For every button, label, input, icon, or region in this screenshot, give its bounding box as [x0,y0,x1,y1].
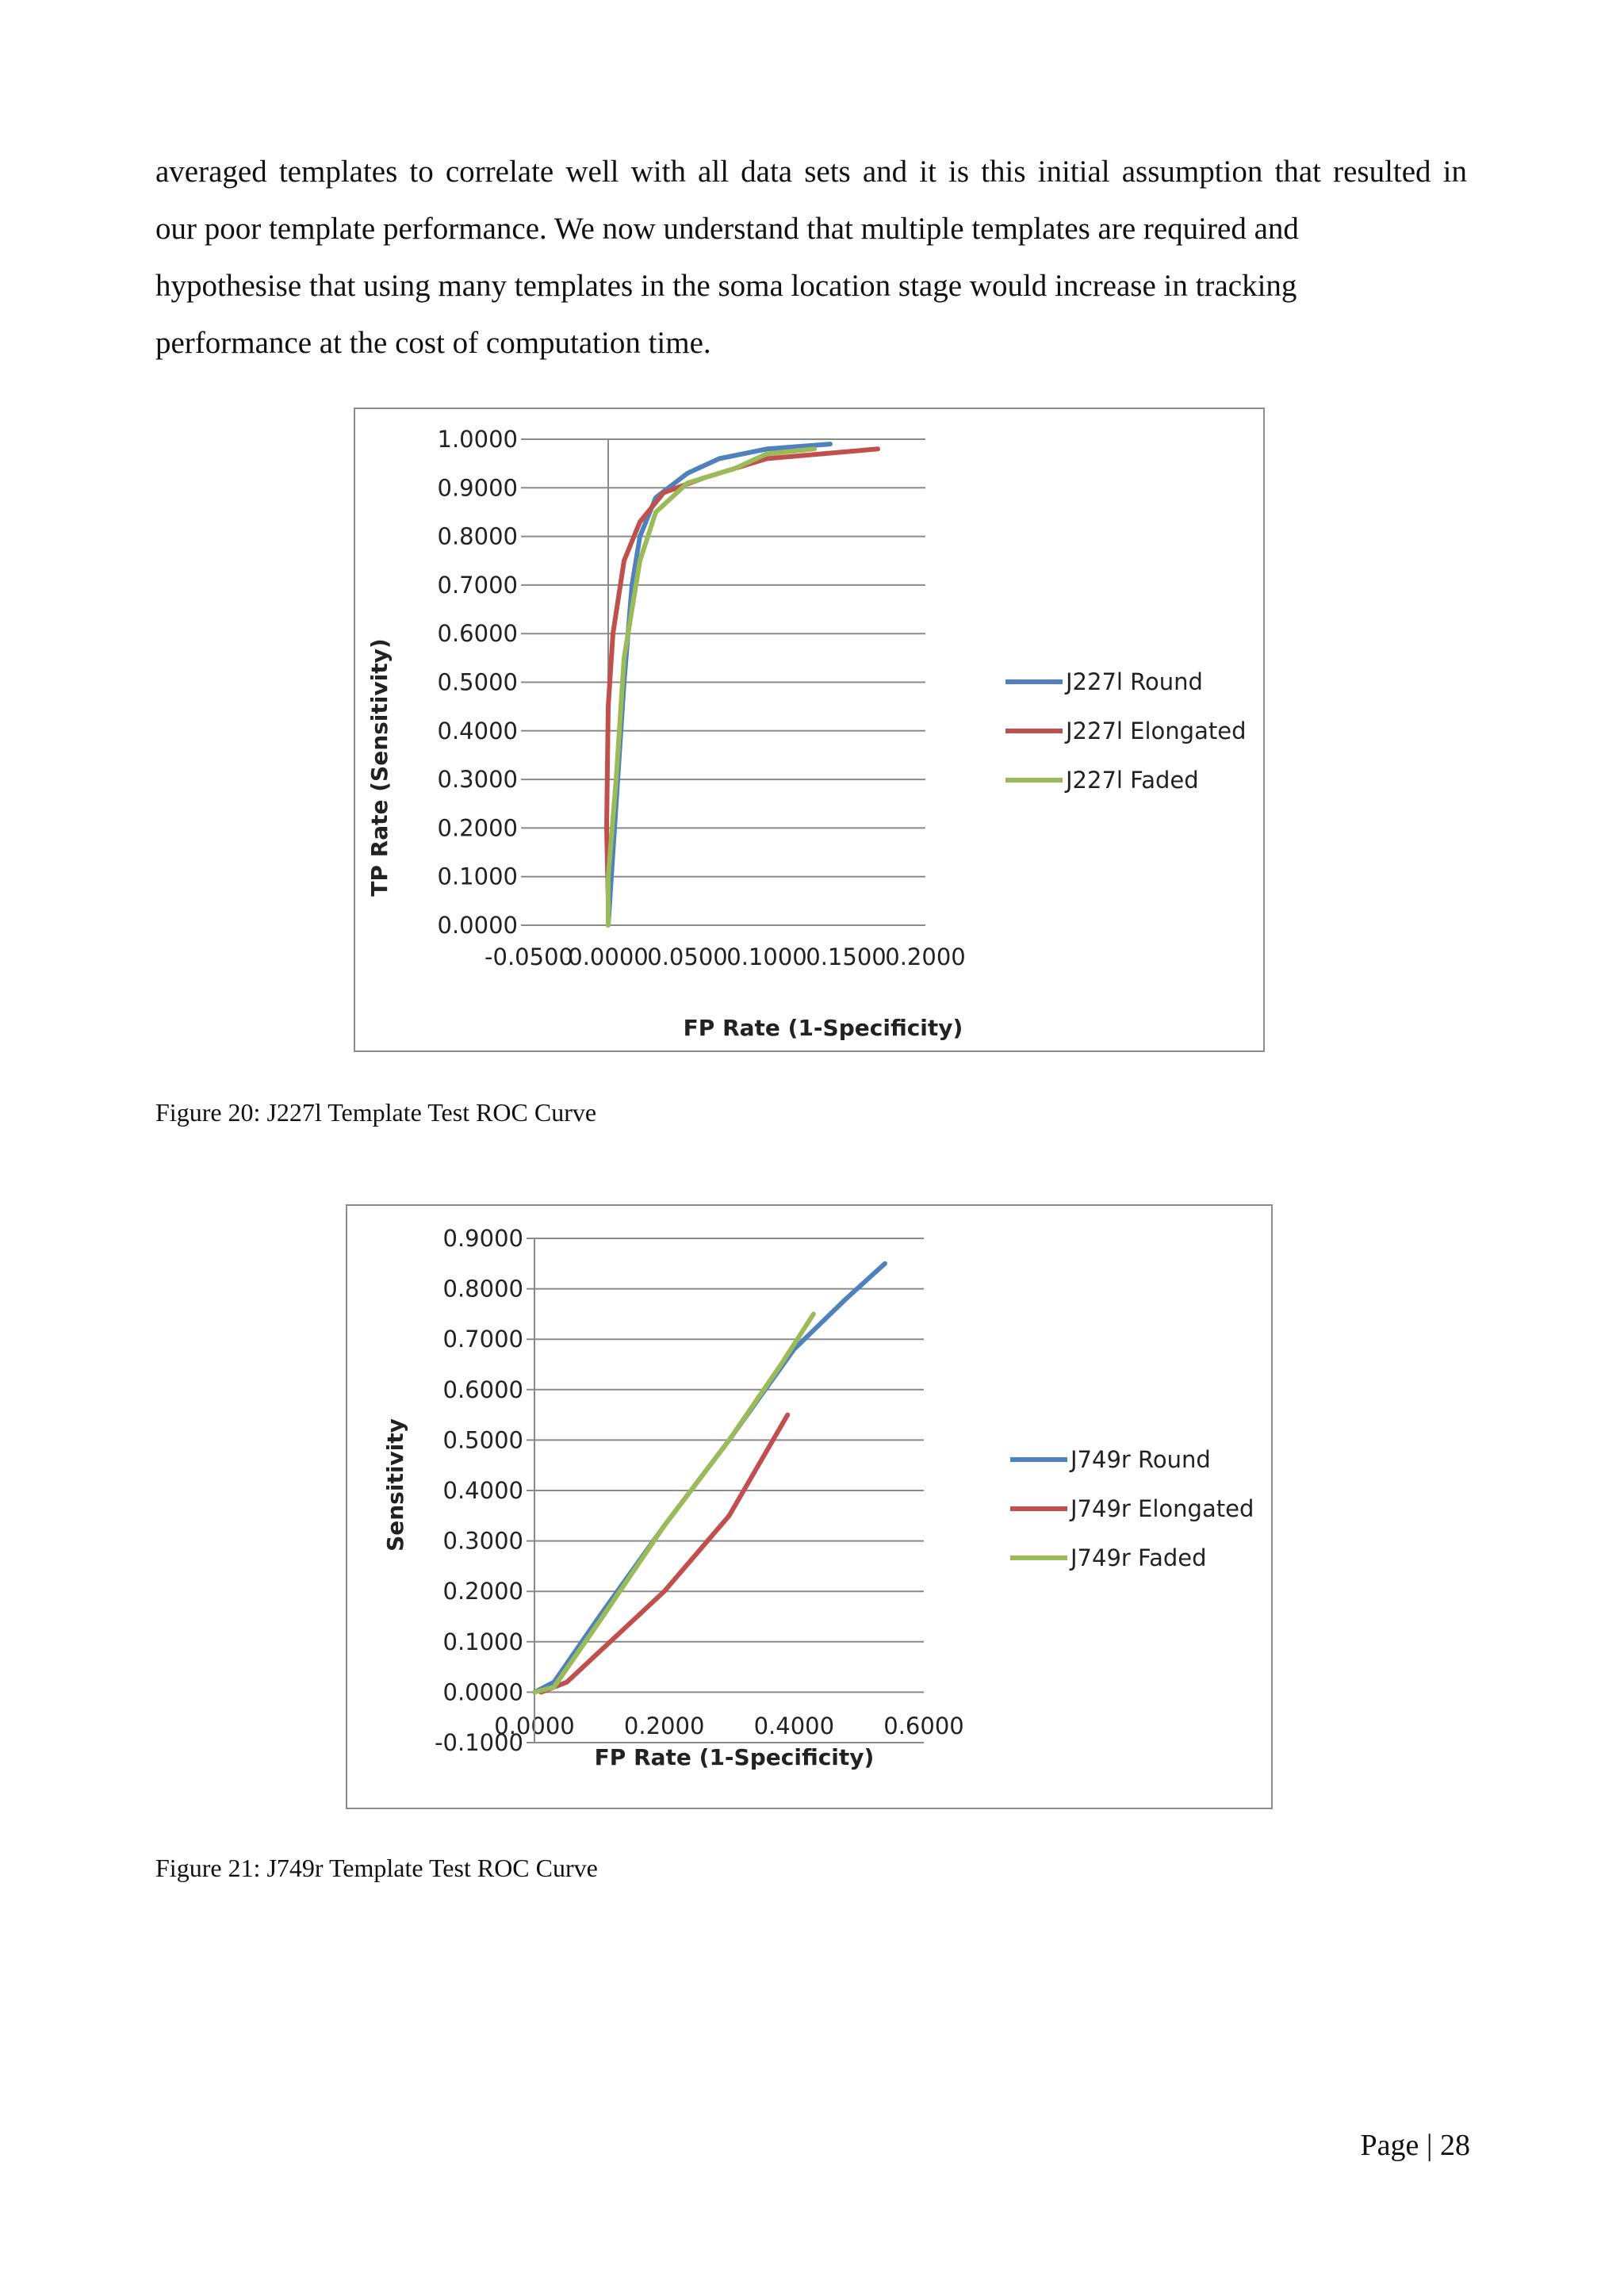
legend-label: J227l Faded [1064,767,1199,794]
y-tick-label: 0.9000 [438,474,518,501]
x-tick-label: 0.2000 [885,943,965,970]
y-axis-title: Sensitivity [382,1418,408,1552]
y-tick-label: -0.1000 [435,1729,523,1756]
y-tick-label: 0.3000 [443,1528,523,1555]
body-line: performance at the cost of computation t… [155,326,711,360]
y-tick-label: 0.0000 [443,1678,523,1705]
roc-chart-j749r-svg: -0.1000 0.0000 0.1000 0.2000 0.3000 0.4000 0.5… [382,1225,1254,1770]
x-axis-title: FP Rate (1-Specificity) [595,1744,875,1770]
x-axis-title: FP Rate (1-Specificity) [684,1015,963,1041]
figure-caption: Figure 20: J227l Template Test ROC Curve [155,1098,597,1127]
series-line [538,1412,791,1695]
legend-label: J749r Round [1069,1446,1211,1473]
legend-label: J749r Faded [1069,1544,1207,1571]
series-line [532,1261,887,1695]
y-tick-label: 0.7000 [443,1326,523,1353]
roc-chart-j749r: -0.1000 0.0000 0.1000 0.2000 0.3000 0.4000 0.5… [346,1204,1273,1809]
y-tick-label: 0.2000 [443,1578,523,1605]
legend-label: J749r Elongated [1069,1495,1254,1522]
x-tick-label: 0.6000 [883,1712,963,1739]
y-tick-label: 0.1000 [438,863,518,890]
y-tick-label: 0.2000 [438,814,518,841]
body-line: averaged templates to correlate well wit… [155,155,1467,189]
y-axis-title: TP Rate (Sensitivity) [366,638,393,896]
y-tick-label: 0.3000 [438,766,518,793]
x-tick-label: 0.1000 [726,943,806,970]
y-tick-label: 0.1000 [443,1628,523,1655]
y-tick-label: 0.4000 [443,1477,523,1504]
x-tick-label: 0.0500 [647,943,727,970]
y-tick-label: 0.0000 [438,912,518,939]
y-tick-label: 1.0000 [438,426,518,453]
x-tick-label: 0.4000 [754,1712,834,1739]
y-tick-label: 0.9000 [443,1225,523,1252]
y-tick-label: 0.6000 [438,620,518,647]
roc-chart-j227l: 0.0000 0.1000 0.2000 0.3000 0.4000 0.5000 0.60… [354,408,1265,1052]
series-line [606,446,817,928]
body-line: hypothesise that using many templates in… [155,269,1297,303]
roc-chart-j227l-svg: 0.0000 0.1000 0.2000 0.3000 0.4000 0.5000 0.60… [366,426,1246,1041]
y-tick-label: 0.5000 [438,669,518,696]
y-tick-label: 0.8000 [438,523,518,550]
x-tick-label: 0.2000 [624,1712,704,1739]
x-tick-label: 0.0000 [568,943,648,970]
figure-caption: Figure 21: J749r Template Test ROC Curve [155,1854,598,1882]
x-tick-label: 0.1500 [806,943,886,970]
y-tick-label: 0.4000 [438,718,518,744]
series-line [532,1311,816,1695]
body-line: our poor template performance. We now un… [155,212,1299,246]
page-number: Page | 28 [1360,2129,1470,2162]
body-paragraph: averaged templates to correlate well wit… [155,144,1467,372]
y-tick-label: 0.7000 [438,572,518,599]
legend-label: J227l Round [1064,668,1203,695]
y-tick-label: 0.5000 [443,1426,523,1453]
x-tick-label: -0.0500 [485,943,573,970]
legend-label: J227l Elongated [1064,718,1246,744]
y-tick-label: 0.6000 [443,1376,523,1403]
y-tick-label: 0.8000 [443,1276,523,1303]
